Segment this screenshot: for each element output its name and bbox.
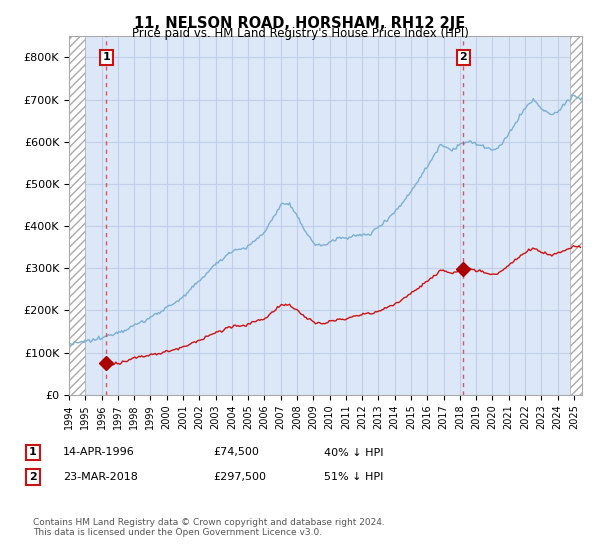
Bar bbox=[570, 36, 582, 395]
Text: 2: 2 bbox=[29, 472, 37, 482]
Text: 40% ↓ HPI: 40% ↓ HPI bbox=[324, 447, 383, 458]
Bar bbox=[69, 36, 85, 395]
Text: 14-APR-1996: 14-APR-1996 bbox=[63, 447, 135, 458]
Text: Price paid vs. HM Land Registry's House Price Index (HPI): Price paid vs. HM Land Registry's House … bbox=[131, 27, 469, 40]
Text: 1: 1 bbox=[103, 53, 110, 63]
Text: 11, NELSON ROAD, HORSHAM, RH12 2JE: 11, NELSON ROAD, HORSHAM, RH12 2JE bbox=[134, 16, 466, 31]
Text: 51% ↓ HPI: 51% ↓ HPI bbox=[324, 472, 383, 482]
Text: £297,500: £297,500 bbox=[213, 472, 266, 482]
Text: 1: 1 bbox=[29, 447, 37, 458]
Text: £74,500: £74,500 bbox=[213, 447, 259, 458]
Text: Contains HM Land Registry data © Crown copyright and database right 2024.
This d: Contains HM Land Registry data © Crown c… bbox=[33, 518, 385, 538]
Text: 23-MAR-2018: 23-MAR-2018 bbox=[63, 472, 138, 482]
Text: 2: 2 bbox=[460, 53, 467, 63]
